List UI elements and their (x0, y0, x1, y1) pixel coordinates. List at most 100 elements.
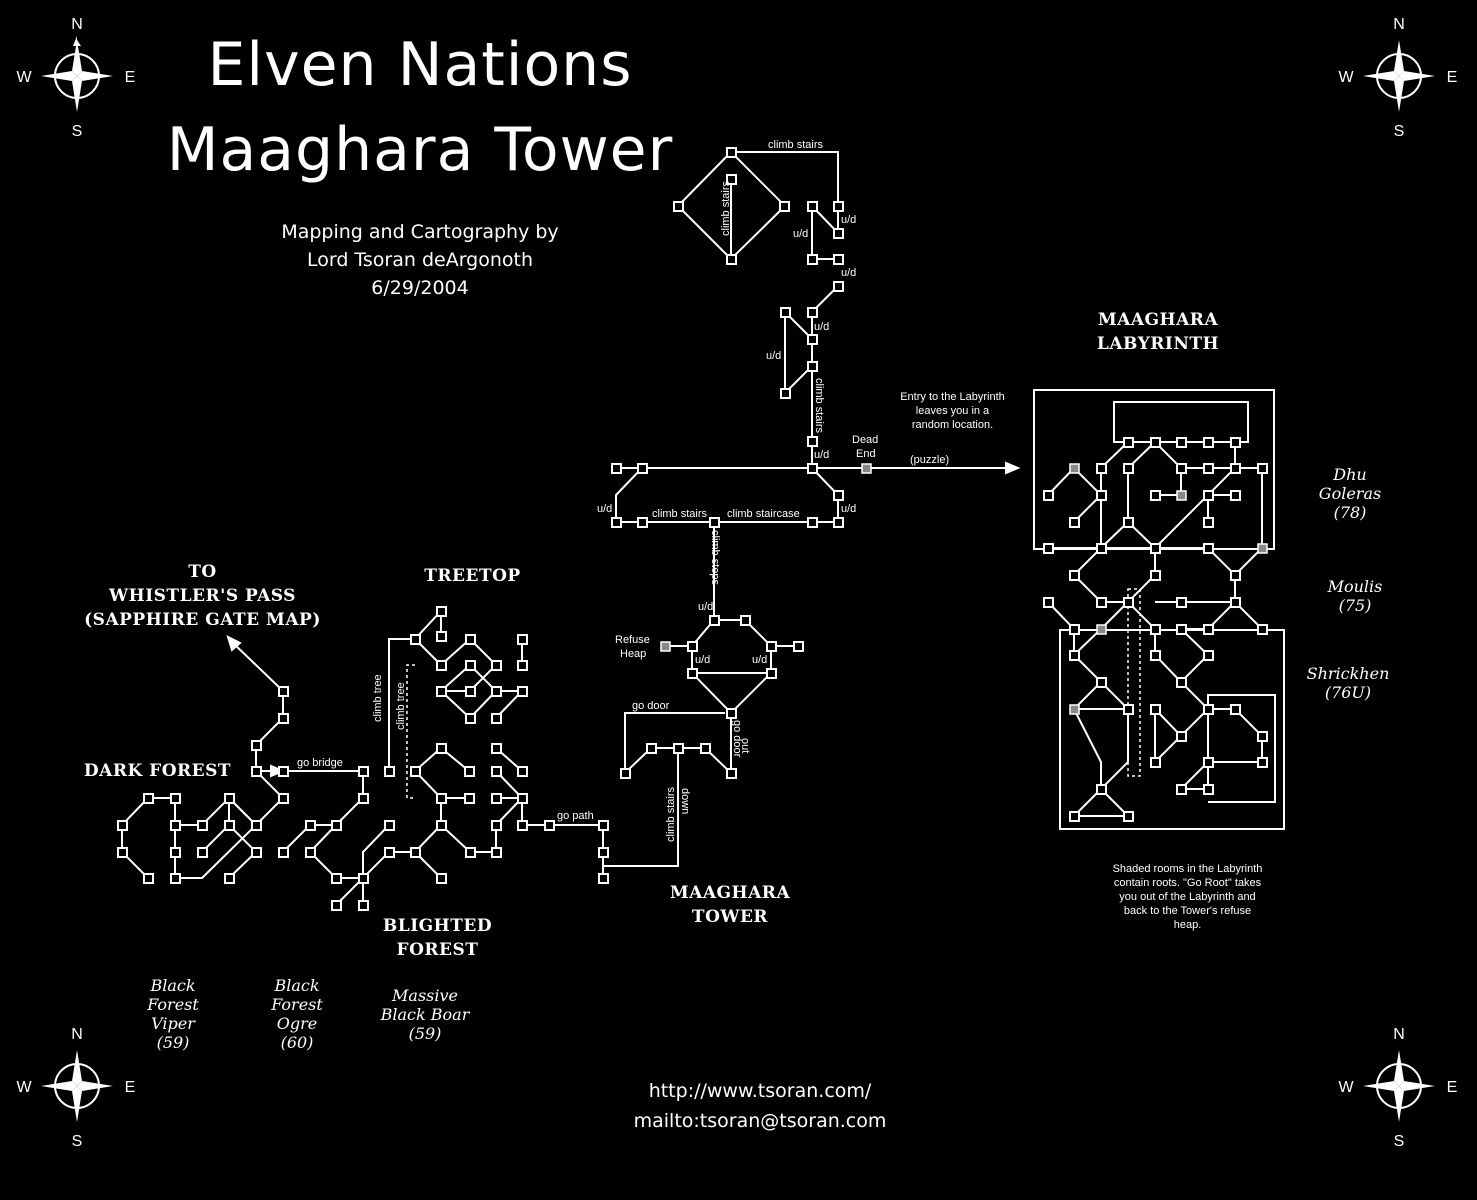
map-root-rooms (660, 463, 1268, 715)
map-dashed-links (406, 588, 1141, 799)
mob-line: Forest (271, 995, 323, 1014)
note-line: random location. (911, 419, 994, 431)
note-line: you out of the Labyrinth and (1119, 891, 1256, 903)
label-refuse-heap: Refuse (615, 634, 650, 646)
label-climb-tree: climb tree (395, 682, 407, 730)
label-dead-end: End (856, 448, 876, 460)
label-ud: u/d (814, 449, 829, 461)
label-climb-stairs: climb stairs (813, 378, 825, 434)
mob-level: (75) (1338, 596, 1372, 615)
compass-w: W (16, 1079, 32, 1096)
zone-maaghara-tower: Maaghara Tower (660, 881, 800, 929)
label-ud: u/d (793, 228, 808, 240)
label-climb-steps: climb steps (709, 530, 721, 586)
note-line: back to the Tower's refuse (1123, 905, 1252, 917)
credit-line: Mapping and Cartography by (281, 221, 559, 243)
label-ud: u/d (841, 503, 856, 515)
label-ud: u/d (841, 214, 856, 226)
label-climb-stairs: climb stairs (768, 139, 824, 151)
zone-labyrinth-line2: Labyrinth (1096, 334, 1220, 354)
mob-level: (78) (1333, 503, 1367, 522)
mob-line: Moulis (1327, 577, 1383, 596)
zone-whistler-line: Whistler's Pass (109, 586, 296, 606)
label-climb-stairs: climb stairs (665, 786, 677, 842)
note-line: contain roots. "Go Root" takes (1113, 877, 1262, 889)
map-rooms (117, 147, 1268, 911)
zone-blighted-forest: Blighted Forest (375, 914, 500, 962)
zone-tower-line2: Tower (691, 907, 769, 927)
mob-level: (76U) (1324, 683, 1372, 702)
zone-tower-line1: Maaghara (669, 883, 791, 903)
mob-line: Black (274, 976, 320, 995)
map-title-line2: Maaghara Tower (166, 115, 674, 185)
compass-s: S (72, 1133, 83, 1150)
note-shaded-rooms: Shaded rooms in the Labyrinth contain ro… (1095, 862, 1280, 932)
zone-labyrinth-line1: Maaghara (1097, 310, 1219, 330)
label-go-bridge: go bridge (297, 757, 343, 769)
note-line: heap. (1173, 919, 1202, 931)
label-dead-end: Dead (852, 434, 878, 446)
zone-treetop: Treetop (424, 566, 521, 586)
mob-line: Black Boar (380, 1005, 470, 1024)
mob-moulis: Moulis (75) (1305, 577, 1405, 615)
map-title-line1: Elven Nations (207, 30, 633, 100)
label-climb-stairs: climb stairs (720, 180, 732, 236)
mob-line: Dhu (1333, 465, 1367, 484)
compass-rose-icon: N S W E (16, 16, 135, 140)
zone-sapphire-line: (Sapphire Gate map) (84, 610, 321, 630)
zone-to-whistler: to Whistler's Pass (Sapphire Gate map) (80, 560, 325, 632)
label-refuse-heap: Heap (620, 648, 646, 660)
note-line: Shaded rooms in the Labyrinth (1112, 863, 1263, 875)
compass-e: E (1447, 1079, 1458, 1096)
compass-rose-icon: N S W E (1338, 16, 1458, 140)
zone-to-line: to (188, 562, 217, 582)
mob-level: (60) (280, 1033, 314, 1052)
label-climb-stairs: climb stairs (652, 508, 708, 520)
mob-black-forest-viper: Black Forest Viper (59) (128, 976, 218, 1052)
mob-dhu-goleras: Dhu Goleras (78) (1300, 465, 1400, 522)
label-go-path: go path (557, 810, 594, 822)
email-link[interactable]: mailto:tsoran@tsoran.com (633, 1110, 887, 1132)
compass-n: N (71, 1026, 83, 1043)
mob-massive-black-boar: Massive Black Boar (59) (365, 986, 485, 1043)
label-ud: u/d (695, 654, 710, 666)
mob-line: Goleras (1318, 484, 1382, 503)
label-down: down (679, 788, 691, 814)
compass-n: N (71, 16, 83, 33)
zone-labyrinth: Maaghara Labyrinth (1080, 308, 1236, 356)
compass-rose-icon: N S W E (16, 1026, 136, 1150)
label-ud: u/d (841, 267, 856, 279)
mob-line: Black (150, 976, 196, 995)
compass-w: W (1338, 1079, 1354, 1096)
mob-line: Shrickhen (1306, 664, 1390, 683)
mob-shrickhen: Shrickhen (76U) (1290, 664, 1406, 702)
mob-line: Massive (392, 986, 458, 1005)
label-ud: u/d (766, 350, 781, 362)
label-go-door: go door (632, 700, 670, 712)
map-connections (121, 151, 1285, 906)
compass-e: E (125, 1079, 136, 1096)
compass-e: E (1447, 69, 1458, 86)
note-line: leaves you in a (915, 405, 990, 417)
mob-level: (59) (156, 1033, 190, 1052)
credits: Mapping and Cartography by Lord Tsoran d… (240, 218, 600, 302)
compass-w: W (1338, 69, 1354, 86)
label-ud: u/d (814, 321, 829, 333)
zone-dark-forest: Dark Forest (83, 761, 232, 781)
label-go-door: go door (731, 720, 743, 758)
compass-s: S (1394, 123, 1405, 140)
label-climb-tree: climb tree (372, 674, 384, 722)
compass-n: N (1393, 1026, 1405, 1043)
credit-author: Lord Tsoran deArgonoth (306, 249, 534, 271)
mob-black-forest-ogre: Black Forest Ogre (60) (252, 976, 342, 1052)
mob-line: Viper (151, 1014, 195, 1033)
credit-date: 6/29/2004 (371, 277, 469, 299)
zone-blighted-line1: Blighted (382, 916, 493, 936)
compass-w: W (16, 69, 32, 86)
compass-n: N (1393, 16, 1405, 33)
note-labyrinth-entry: Entry to the Labyrinth leaves you in a r… (880, 390, 1025, 432)
mob-line: Ogre (276, 1014, 318, 1033)
website-link[interactable]: http://www.tsoran.com/ (648, 1080, 872, 1102)
mob-line: Forest (147, 995, 199, 1014)
